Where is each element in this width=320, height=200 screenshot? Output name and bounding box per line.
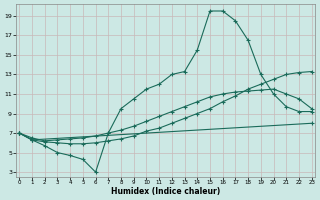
X-axis label: Humidex (Indice chaleur): Humidex (Indice chaleur) [111,187,220,196]
